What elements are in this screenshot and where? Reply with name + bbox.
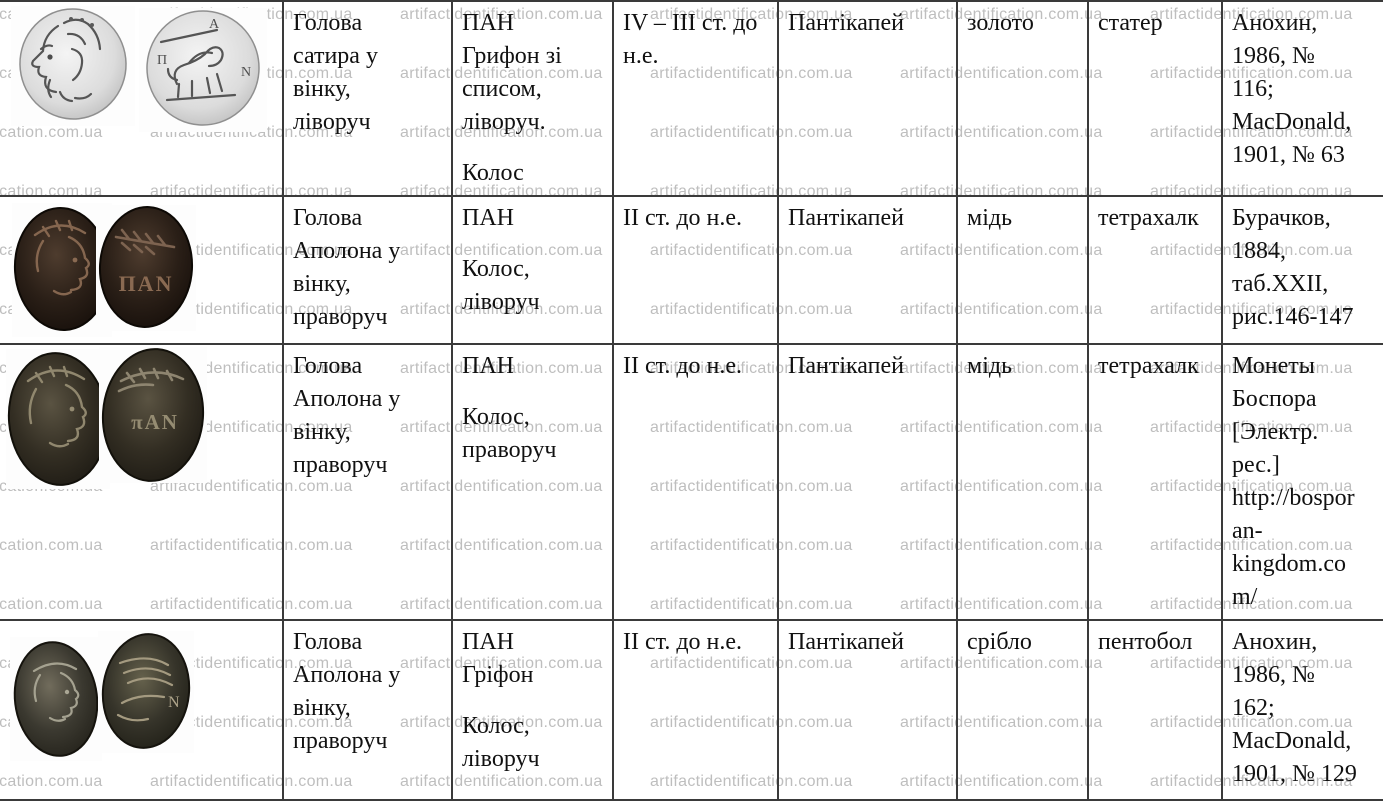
coin-photos-cell: Π A N (0, 0, 284, 197)
denomination-cell: пентобол (1087, 619, 1223, 801)
date-cell: II ст. до н.е. (612, 343, 779, 621)
metal-text: срібло (967, 629, 1032, 655)
denomination-text: тетрахалк (1098, 205, 1199, 231)
coin-obverse-apollo-image (6, 349, 110, 489)
reference-text: Анохин, 1986, № 162; MacDonald, 1901, № … (1232, 629, 1357, 787)
coin-obverse-apollo-image (12, 203, 112, 337)
coin-reverse-griffin-image: Π A N (139, 8, 267, 132)
denomination-cell: тетрахалк (1087, 343, 1223, 621)
coin-reverse-pan-legend-image: ΠΑΝ (96, 205, 196, 331)
table-row: ΠΑΝ Голова Аполона у вінку, праворуч ПАН… (0, 195, 1383, 345)
table-row: πΑΝ Голова Аполона у вінку, праворуч ПАН… (0, 343, 1383, 621)
obverse-description-cell: Голова Аполона у вінку, праворуч (282, 343, 453, 621)
mint-text: Пантікапей (788, 353, 904, 379)
reverse-description: ПАН (462, 205, 514, 231)
svg-text:A: A (209, 17, 220, 32)
metal-text: мідь (967, 205, 1013, 231)
mint-cell: Пантікапей (777, 619, 958, 801)
obverse-description-cell: Голова Аполона у вінку, праворуч (282, 195, 453, 345)
svg-text:ΠΑΝ: ΠΑΝ (119, 271, 174, 296)
reverse-description: Колос, ліворуч (462, 713, 540, 772)
reverse-description: ПАН Гріфон (462, 629, 534, 688)
coin-photos-row4: N (10, 631, 194, 761)
svg-text:Π: Π (157, 53, 167, 68)
reverse-description: ПАН (462, 353, 514, 379)
denomination-cell: тетрахалк (1087, 195, 1223, 345)
metal-text: золото (967, 10, 1034, 36)
mint-text: Пантікапей (788, 10, 904, 36)
denomination-text: пентобол (1098, 629, 1193, 655)
reference-cell: Бурачков, 1884, таб.XXII, рис.146-147 (1221, 195, 1383, 345)
reverse-description-cell: ПАН Гріфон Колос, ліворуч (451, 619, 614, 801)
mint-cell: Пантікапей (777, 0, 958, 197)
denomination-text: статер (1098, 10, 1163, 36)
mint-text: Пантікапей (788, 205, 904, 231)
obverse-description: Голова сатира у вінку, ліворуч (293, 10, 378, 135)
coin-obverse-apollo-image (10, 637, 102, 761)
date-text: II ст. до н.е. (623, 629, 743, 655)
denomination-text: тетрахалк (1098, 353, 1199, 379)
metal-cell: золото (956, 0, 1089, 197)
coin-photos-cell: N (0, 619, 284, 801)
svg-text:πΑΝ: πΑΝ (131, 410, 179, 434)
obverse-description: Голова Аполона у вінку, праворуч (293, 205, 401, 330)
date-cell: II ст. до н.е. (612, 195, 779, 345)
mint-text: Пантікапей (788, 629, 904, 655)
date-cell: IV – III ст. до н.е. (612, 0, 779, 197)
date-text: II ст. до н.е. (623, 353, 743, 379)
reverse-description: Колос (462, 160, 524, 186)
reference-cell: Анохин, 1986, № 162; MacDonald, 1901, № … (1221, 619, 1383, 801)
reverse-description-cell: ПАН Колос, праворуч (451, 343, 614, 621)
reverse-description: Колос, праворуч (462, 404, 557, 463)
table-row: N Голова Аполона у вінку, праворуч ПАН Г… (0, 619, 1383, 801)
reverse-description: ПАН Грифон зі списом, ліворуч. (462, 10, 562, 135)
reference-text: Анохин, 1986, № 116; MacDonald, 1901, № … (1232, 10, 1352, 168)
obverse-description-cell: Голова Аполона у вінку, праворуч (282, 619, 453, 801)
svg-text:N: N (168, 694, 180, 711)
obverse-description: Голова Аполона у вінку, праворуч (293, 629, 401, 754)
table-row: Π A N Голова сатира у вінку, ліворуч ПАН Г… (0, 0, 1383, 197)
metal-cell: мідь (956, 195, 1089, 345)
metal-text: мідь (967, 353, 1013, 379)
reference-text: Монеты Боспора [Электр. рес.] http://bos… (1232, 353, 1355, 610)
reverse-description-cell: ПАН Колос, ліворуч (451, 195, 614, 345)
svg-text:N: N (241, 65, 251, 80)
date-text: IV – III ст. до н.е. (623, 10, 758, 69)
coin-photos-cell: πΑΝ (0, 343, 284, 621)
metal-cell: мідь (956, 343, 1089, 621)
reference-cell: Анохин, 1986, № 116; MacDonald, 1901, № … (1221, 0, 1383, 197)
coin-obverse-satyr-image (11, 6, 135, 126)
date-cell: II ст. до н.е. (612, 619, 779, 801)
reference-text: Бурачков, 1884, таб.XXII, рис.146-147 (1232, 205, 1354, 330)
obverse-description: Голова Аполона у вінку, праворуч (293, 353, 401, 478)
reverse-description: Колос, ліворуч (462, 256, 540, 315)
coin-reverse-griffin-wing-image: N (98, 631, 194, 753)
coin-photos-row3: πΑΝ (6, 347, 207, 489)
coin-photos-cell: ΠΑΝ (0, 195, 284, 345)
metal-cell: срібло (956, 619, 1089, 801)
reference-cell: Монеты Боспора [Электр. рес.] http://bos… (1221, 343, 1383, 621)
date-text: II ст. до н.е. (623, 205, 743, 231)
obverse-description-cell: Голова сатира у вінку, ліворуч (282, 0, 453, 197)
denomination-cell: статер (1087, 0, 1223, 197)
reverse-description-cell: ПАН Грифон зі списом, ліворуч. Колос (451, 0, 614, 197)
mint-cell: Пантікапей (777, 343, 958, 621)
coin-reverse-pan-legend-image: πΑΝ (99, 347, 207, 483)
coin-photos-row1: Π A N (11, 6, 267, 132)
mint-cell: Пантікапей (777, 195, 958, 345)
coin-photos-row2: ΠΑΝ (12, 203, 196, 337)
